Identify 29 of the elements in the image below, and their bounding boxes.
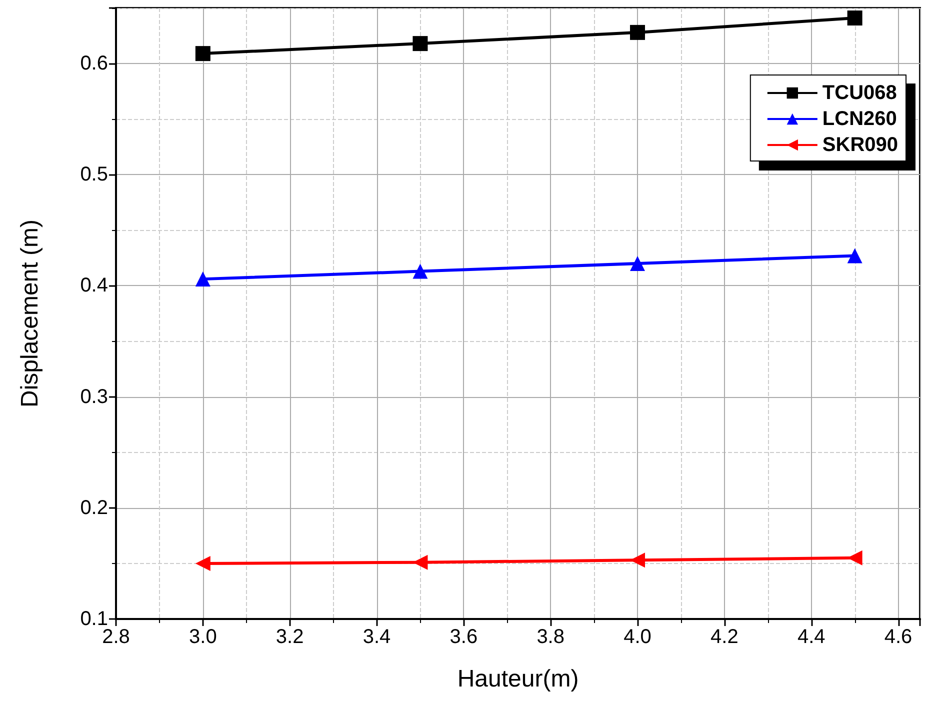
y-tick-label: 0.4 bbox=[80, 274, 108, 297]
legend-label: LCN260 bbox=[822, 108, 897, 130]
point bbox=[847, 10, 862, 26]
y-tick-label: 0.5 bbox=[80, 164, 108, 186]
y-tick-label: 0.2 bbox=[80, 496, 108, 519]
x-tick-label: 4.0 bbox=[624, 626, 652, 648]
x-tick-label: 3.6 bbox=[450, 626, 478, 648]
y-tick-label: 0.6 bbox=[80, 52, 108, 75]
x-axis-title: Hauteur(m) bbox=[457, 666, 579, 692]
x-tick-label: 4.6 bbox=[884, 626, 912, 648]
point bbox=[412, 264, 428, 279]
y-axis-title: Displacement (m) bbox=[16, 219, 44, 408]
point bbox=[195, 556, 210, 571]
x-tick-label: 3.0 bbox=[189, 626, 217, 648]
point bbox=[412, 36, 428, 52]
x-tick-label: 3.8 bbox=[536, 626, 564, 648]
point bbox=[195, 272, 210, 287]
y-tick-label: 0.3 bbox=[80, 386, 108, 408]
legend-label: SKR090 bbox=[822, 134, 898, 156]
point bbox=[630, 24, 646, 40]
x-tick-label: 3.4 bbox=[362, 626, 391, 648]
point bbox=[630, 256, 646, 272]
point bbox=[847, 248, 862, 264]
point bbox=[630, 552, 646, 568]
point bbox=[195, 46, 210, 62]
x-tick-label: 4.4 bbox=[797, 626, 826, 648]
legend-label: TCU068 bbox=[822, 82, 897, 104]
x-tick-label: 4.2 bbox=[710, 626, 738, 648]
x-tick-label: 3.2 bbox=[276, 626, 304, 648]
